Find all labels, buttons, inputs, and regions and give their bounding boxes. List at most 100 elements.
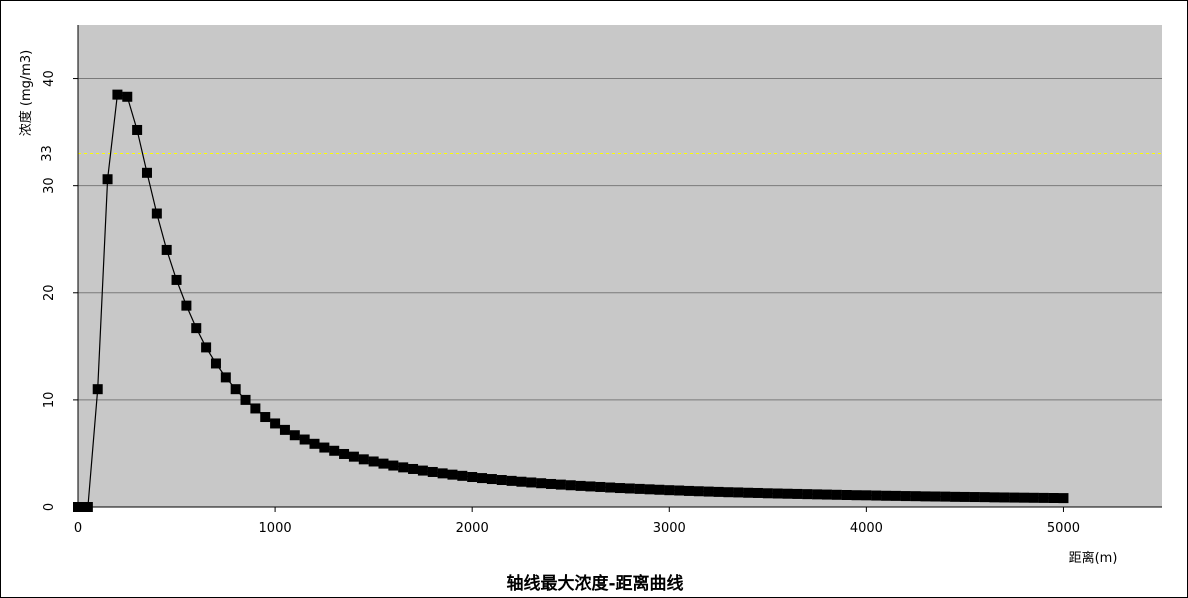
- data-point: [122, 91, 133, 102]
- data-point: [378, 458, 389, 469]
- data-point: [713, 486, 724, 497]
- x-tick-label: 5000: [1047, 521, 1080, 536]
- data-point: [181, 300, 192, 311]
- data-point: [644, 484, 655, 495]
- data-point: [950, 491, 961, 502]
- data-point: [989, 492, 1000, 503]
- data-point: [565, 480, 576, 491]
- data-point: [309, 438, 320, 449]
- data-point: [191, 323, 202, 334]
- data-point: [634, 483, 645, 494]
- data-point: [141, 167, 152, 178]
- data-point: [1058, 493, 1069, 504]
- data-point: [654, 484, 665, 495]
- x-tick-label: 4000: [850, 521, 883, 536]
- x-tick-label: 0: [74, 521, 82, 536]
- data-point: [999, 492, 1010, 503]
- data-point: [812, 489, 823, 500]
- data-point: [486, 474, 497, 485]
- data-point: [674, 485, 685, 496]
- data-point: [329, 445, 340, 456]
- data-point: [762, 488, 773, 499]
- data-point: [733, 487, 744, 498]
- data-point: [447, 469, 458, 480]
- data-point: [851, 490, 862, 501]
- data-point: [92, 384, 103, 395]
- data-point: [693, 486, 704, 497]
- data-point: [408, 463, 419, 474]
- data-point: [73, 502, 83, 512]
- data-point: [398, 462, 409, 473]
- data-point: [319, 442, 330, 453]
- x-axis-ticks: 0 1000 2000 3000 4000 5000: [74, 507, 1080, 536]
- data-point: [772, 488, 783, 499]
- data-point: [881, 490, 892, 501]
- x-tick-label: 3000: [653, 521, 686, 536]
- data-point: [536, 478, 547, 489]
- data-point: [368, 456, 379, 467]
- y-tick-label: 40: [42, 70, 57, 87]
- data-point: [683, 485, 694, 496]
- data-point: [210, 358, 221, 369]
- data-point: [82, 502, 93, 512]
- data-point: [477, 473, 488, 484]
- data-point: [427, 466, 438, 477]
- data-point: [959, 491, 970, 502]
- y-tick-label: 10: [42, 392, 57, 409]
- data-point: [743, 487, 754, 498]
- data-point: [132, 124, 143, 135]
- data-point: [940, 491, 951, 502]
- data-point: [526, 477, 537, 488]
- data-point: [595, 481, 606, 492]
- data-point: [102, 174, 113, 185]
- data-point: [920, 491, 931, 502]
- data-point: [250, 403, 261, 414]
- data-point: [900, 491, 911, 502]
- data-point: [467, 472, 478, 483]
- gridlines: [78, 78, 1162, 401]
- data-point: [240, 394, 251, 405]
- data-point: [703, 486, 714, 497]
- data-point: [841, 490, 852, 501]
- data-point: [979, 492, 990, 503]
- data-point: [615, 483, 625, 494]
- data-point: [930, 491, 941, 502]
- data-point: [723, 487, 734, 498]
- data-point: [792, 488, 803, 499]
- data-point: [575, 480, 586, 491]
- data-point: [1048, 493, 1059, 504]
- y-tick-label: 20: [42, 285, 57, 302]
- x-tick-label: 1000: [259, 521, 292, 536]
- data-point: [260, 412, 271, 423]
- data-point: [417, 465, 428, 476]
- data-point: [457, 470, 468, 481]
- data-point: [871, 490, 882, 501]
- data-point: [289, 430, 300, 441]
- data-point: [161, 244, 172, 255]
- y-axis-ticks: 0 10 20 30 40: [42, 70, 78, 511]
- data-point: [1009, 492, 1020, 503]
- data-point: [171, 274, 182, 285]
- data-point: [605, 482, 616, 493]
- data-point: [1019, 492, 1030, 503]
- data-point: [112, 89, 123, 100]
- data-point: [339, 448, 350, 459]
- data-point: [348, 451, 359, 462]
- data-point: [496, 475, 507, 486]
- data-points: [73, 89, 1069, 512]
- data-point: [270, 418, 281, 429]
- data-point: [201, 342, 212, 353]
- data-point: [437, 468, 448, 479]
- data-point: [664, 485, 675, 496]
- data-point: [151, 208, 162, 219]
- data-point: [220, 372, 231, 383]
- data-point: [752, 487, 763, 498]
- x-tick-label: 2000: [456, 521, 489, 536]
- axes: [77, 25, 1162, 508]
- data-point: [279, 424, 290, 435]
- data-point: [506, 475, 517, 486]
- reference-line-label: 33: [40, 145, 55, 162]
- data-point: [910, 491, 921, 502]
